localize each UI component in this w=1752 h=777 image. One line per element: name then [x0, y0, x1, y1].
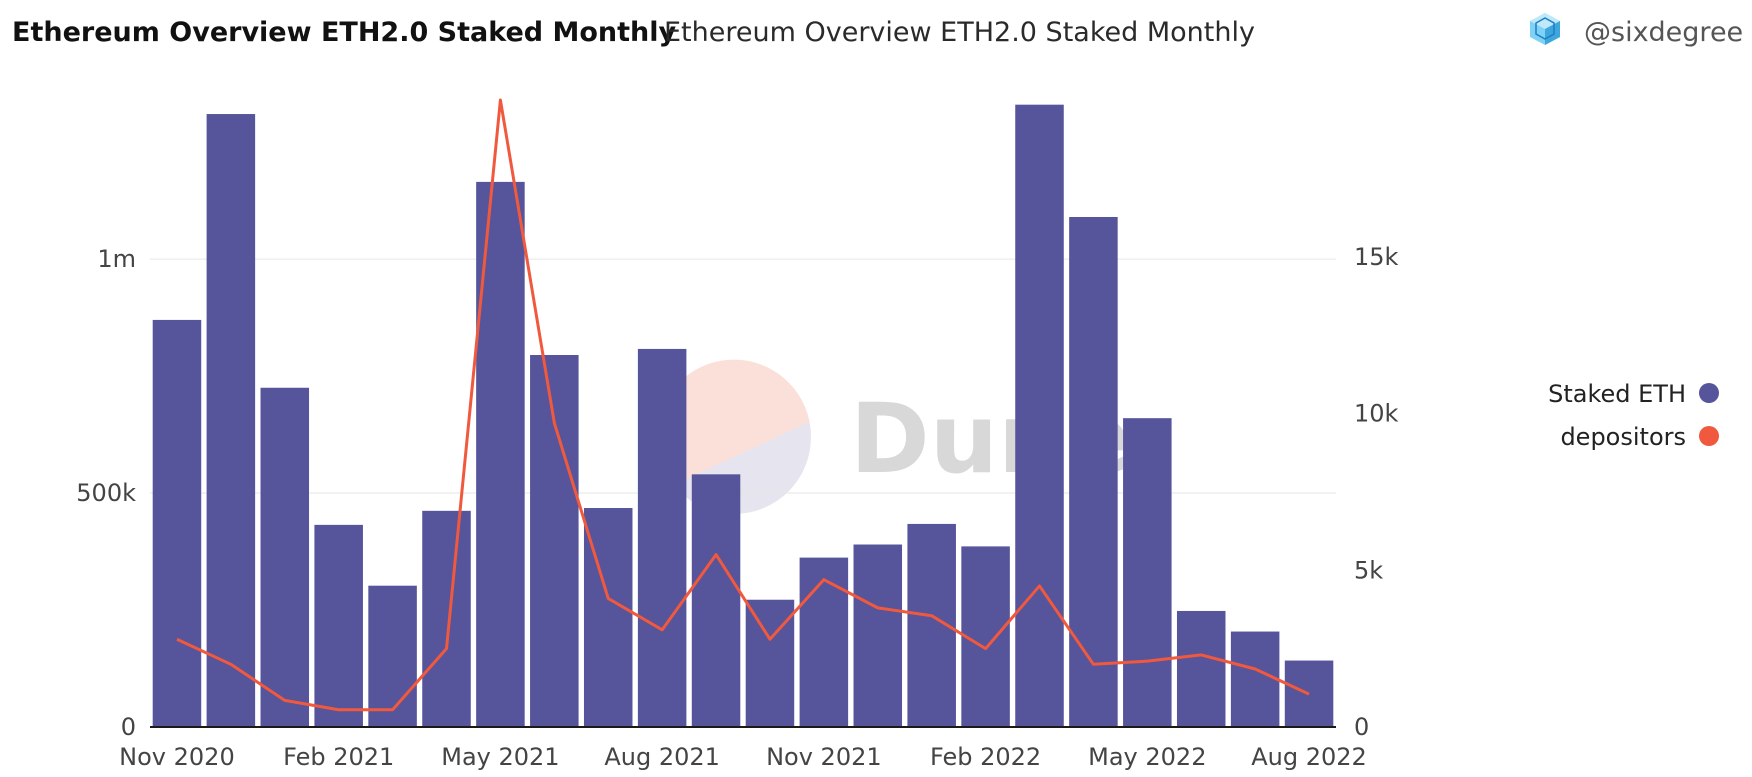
point-depositors[interactable] — [494, 94, 506, 106]
point-depositors[interactable] — [926, 610, 938, 622]
x-axis: Nov 2020 Feb 2021 May 2021 Aug 2021 Nov 2021… — [119, 743, 1367, 771]
y-left-tick-label: 0 — [121, 713, 136, 741]
line-depositors — [171, 94, 1315, 716]
x-tick-label: May 2022 — [1088, 743, 1206, 771]
series-line-depositors — [176, 98, 1310, 712]
legend-label-depositors: depositors — [1560, 423, 1686, 451]
author-handle[interactable]: @sixdegree — [1584, 17, 1743, 48]
y-left-tick-label: 1m — [97, 245, 136, 273]
bar-staked-eth[interactable] — [206, 114, 256, 728]
bar-staked-eth[interactable] — [422, 510, 471, 727]
x-tick-label: Feb 2022 — [930, 743, 1041, 771]
bar-staked-eth[interactable] — [961, 546, 1010, 727]
legend-swatch-depositors — [1699, 426, 1719, 446]
bar-staked-eth[interactable] — [152, 319, 202, 727]
bar-staked-eth[interactable] — [1230, 631, 1280, 727]
legend-swatch-staked-eth — [1699, 383, 1719, 403]
bars-staked-eth — [152, 104, 1334, 728]
chart-title: Ethereum Overview ETH2.0 Staked Monthly — [12, 17, 677, 48]
legend: Staked ETH depositors — [1548, 380, 1719, 451]
legend-label-staked-eth: Staked ETH — [1548, 380, 1686, 408]
legend-item-depositors[interactable]: depositors — [1560, 423, 1719, 451]
y-left-tick-label: 500k — [76, 479, 136, 507]
x-tick-label: Nov 2021 — [766, 743, 882, 771]
x-tick-label: Nov 2020 — [119, 743, 235, 771]
cube-logo-icon — [1530, 13, 1560, 45]
chart-subtitle: Ethereum Overview ETH2.0 Staked Monthly — [664, 17, 1255, 48]
point-depositors[interactable] — [602, 592, 614, 604]
point-depositors[interactable] — [548, 417, 560, 429]
point-depositors[interactable] — [1249, 663, 1261, 675]
bar-staked-eth[interactable] — [260, 387, 310, 727]
x-tick-label: Aug 2022 — [1251, 743, 1367, 771]
point-depositors[interactable] — [818, 574, 830, 586]
bar-staked-eth[interactable] — [530, 355, 579, 727]
point-depositors[interactable] — [872, 602, 884, 614]
x-tick-label: May 2021 — [441, 743, 559, 771]
point-depositors[interactable] — [656, 624, 668, 636]
point-depositors[interactable] — [1303, 688, 1315, 700]
legend-item-staked-eth[interactable]: Staked ETH — [1548, 380, 1719, 408]
point-depositors[interactable] — [1034, 580, 1046, 592]
bar-staked-eth[interactable] — [1015, 104, 1064, 728]
bar-staked-eth[interactable] — [853, 544, 903, 727]
point-depositors[interactable] — [1195, 649, 1207, 661]
y-right-tick-label: 0 — [1354, 713, 1369, 741]
point-depositors[interactable] — [710, 549, 722, 561]
y-right-tick-label: 10k — [1354, 400, 1399, 428]
y-axis-left: 0 500k 1m — [76, 245, 136, 741]
bar-staked-eth[interactable] — [314, 524, 363, 727]
y-right-tick-label: 5k — [1354, 556, 1383, 584]
point-depositors[interactable] — [171, 633, 183, 645]
y-axis-right: 0 5k 10k 15k — [1354, 243, 1399, 741]
point-depositors[interactable] — [980, 643, 992, 655]
bar-staked-eth[interactable] — [1069, 216, 1118, 728]
bar-staked-eth[interactable] — [1123, 418, 1172, 727]
point-depositors[interactable] — [333, 704, 345, 716]
point-depositors[interactable] — [441, 643, 453, 655]
point-depositors[interactable] — [387, 704, 399, 716]
point-depositors[interactable] — [225, 658, 237, 670]
y-right-tick-label: 15k — [1354, 243, 1399, 271]
point-depositors[interactable] — [279, 694, 291, 706]
point-depositors[interactable] — [1141, 655, 1153, 667]
bar-staked-eth[interactable] — [637, 348, 687, 727]
bar-staked-eth[interactable] — [368, 585, 417, 727]
bar-staked-eth[interactable] — [1176, 610, 1226, 727]
point-depositors[interactable] — [764, 633, 776, 645]
point-depositors[interactable] — [1087, 658, 1099, 670]
x-tick-label: Aug 2021 — [604, 743, 720, 771]
bar-staked-eth[interactable] — [691, 474, 741, 727]
bar-staked-eth[interactable] — [799, 557, 849, 727]
x-tick-label: Feb 2021 — [283, 743, 394, 771]
